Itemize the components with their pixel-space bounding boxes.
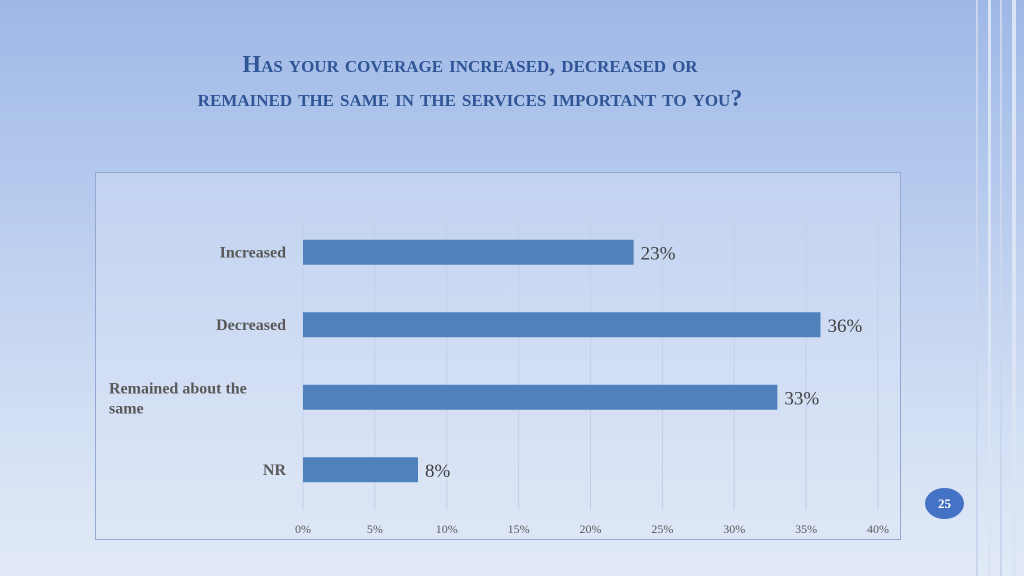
category-label: Remained about the same xyxy=(109,380,247,417)
bar xyxy=(303,312,821,338)
category-label: Increased xyxy=(220,244,286,261)
x-tick-label: 10% xyxy=(436,522,458,536)
category-label: NR xyxy=(263,462,287,479)
decorative-edge-line xyxy=(976,0,978,576)
bar xyxy=(303,239,634,265)
data-label: 36% xyxy=(828,316,863,337)
data-label: 23% xyxy=(641,243,676,264)
chart-area: 0% 5% 10% 15% 20% 25% 30% 35% 40% Increased 23% Dec… xyxy=(95,172,901,540)
bar-chart: 0% 5% 10% 15% 20% 25% 30% 35% 40% Increased 23% Dec… xyxy=(109,220,889,536)
x-tick-label: 30% xyxy=(723,522,745,536)
x-tick-label: 25% xyxy=(651,522,673,536)
bar xyxy=(303,457,418,483)
data-label: 8% xyxy=(425,461,451,482)
decorative-edge-line xyxy=(1000,0,1002,576)
x-tick-label: 5% xyxy=(367,522,383,536)
decorative-edge-line xyxy=(1012,0,1016,576)
category-label: Decreased xyxy=(216,317,286,334)
x-tick-label: 15% xyxy=(508,522,530,536)
decorative-edge-line xyxy=(988,0,991,576)
slide-title-line-2: remained the same in the services import… xyxy=(197,86,743,112)
x-tick-label: 40% xyxy=(867,522,889,536)
slide-title: Has your coverage increased, decreased o… xyxy=(40,48,900,116)
x-tick-label: 35% xyxy=(795,522,817,536)
bar xyxy=(303,384,778,410)
slide-title-line-1: Has your coverage increased, decreased o… xyxy=(242,52,698,78)
x-tick-label: 20% xyxy=(580,522,602,536)
data-label: 33% xyxy=(784,388,819,409)
x-tick-label: 0% xyxy=(295,522,311,536)
page-number-badge: 25 xyxy=(925,488,964,519)
